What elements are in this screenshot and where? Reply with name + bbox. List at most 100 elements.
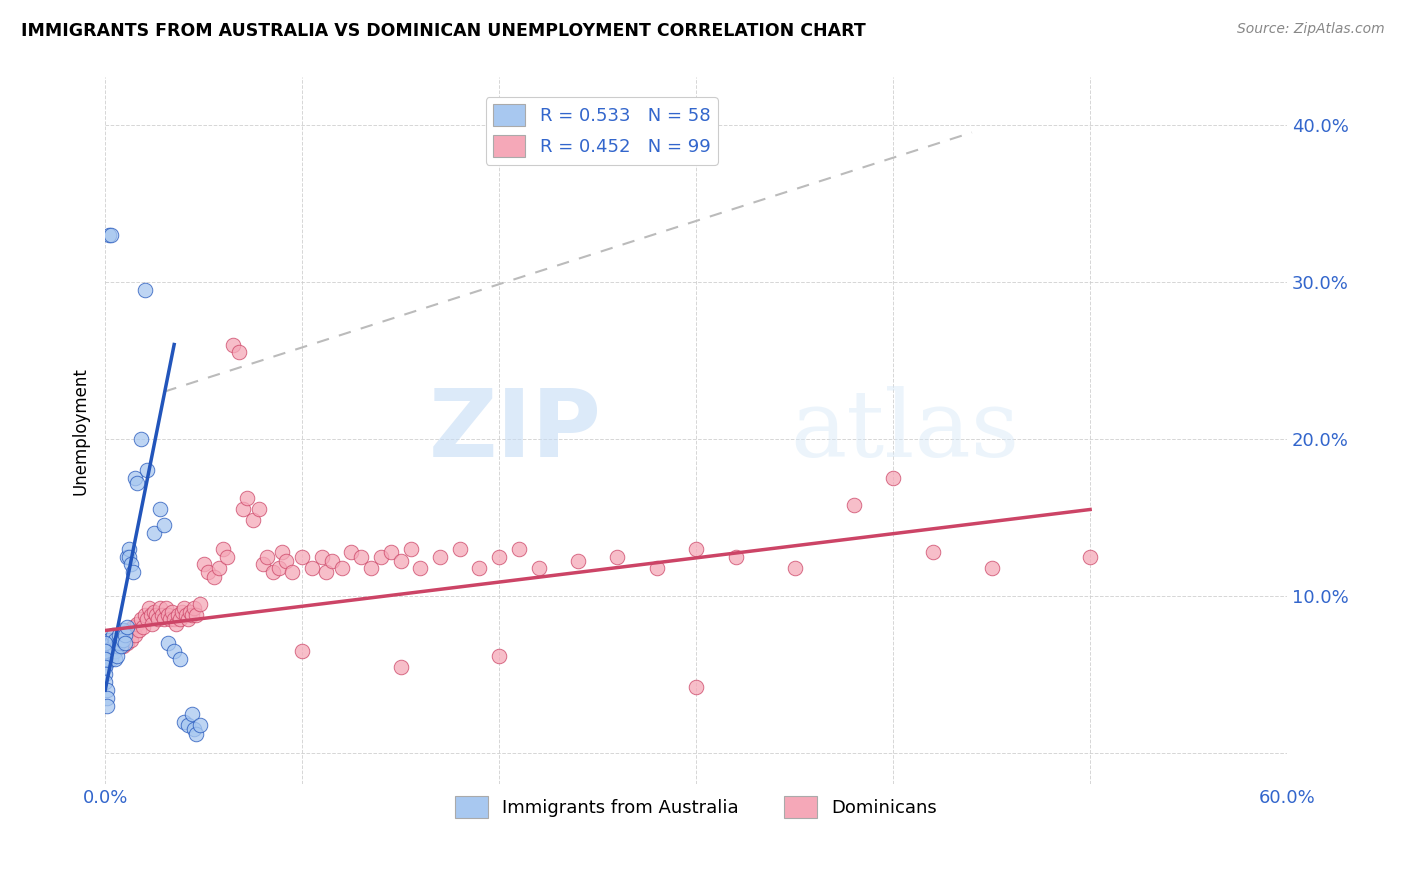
Point bbox=[236, 491, 259, 506]
Point bbox=[157, 636, 180, 650]
Point bbox=[783, 560, 806, 574]
Point bbox=[104, 632, 127, 647]
Point bbox=[311, 549, 333, 564]
Point bbox=[94, 667, 117, 681]
Point bbox=[108, 636, 131, 650]
Point bbox=[180, 607, 202, 622]
Point bbox=[108, 628, 131, 642]
Point bbox=[180, 706, 202, 721]
Point bbox=[567, 554, 589, 568]
Point bbox=[232, 502, 254, 516]
Point bbox=[429, 549, 451, 564]
Point bbox=[98, 639, 121, 653]
Point bbox=[606, 549, 628, 564]
Point bbox=[115, 636, 138, 650]
Point bbox=[94, 636, 117, 650]
Text: IMMIGRANTS FROM AUSTRALIA VS DOMINICAN UNEMPLOYMENT CORRELATION CHART: IMMIGRANTS FROM AUSTRALIA VS DOMINICAN U… bbox=[21, 22, 866, 40]
Point bbox=[101, 644, 124, 658]
Point bbox=[100, 652, 122, 666]
Point bbox=[177, 717, 200, 731]
Text: Source: ZipAtlas.com: Source: ZipAtlas.com bbox=[1237, 22, 1385, 37]
Point bbox=[183, 723, 205, 737]
Point bbox=[100, 644, 122, 658]
Point bbox=[105, 639, 128, 653]
Point bbox=[267, 560, 290, 574]
Point bbox=[174, 607, 197, 622]
Point bbox=[177, 612, 200, 626]
Point bbox=[212, 541, 235, 556]
Point bbox=[370, 549, 392, 564]
Point bbox=[242, 514, 264, 528]
Point bbox=[135, 463, 157, 477]
Point bbox=[96, 698, 118, 713]
Point bbox=[256, 549, 278, 564]
Point bbox=[98, 632, 121, 647]
Point bbox=[100, 632, 122, 647]
Point bbox=[149, 502, 172, 516]
Point bbox=[217, 549, 239, 564]
Point bbox=[108, 628, 131, 642]
Point bbox=[350, 549, 373, 564]
Point bbox=[155, 601, 177, 615]
Point bbox=[96, 655, 118, 669]
Point bbox=[183, 601, 205, 615]
Legend: Immigrants from Australia, Dominicans: Immigrants from Australia, Dominicans bbox=[449, 789, 943, 825]
Point bbox=[165, 617, 187, 632]
Point bbox=[135, 612, 157, 626]
Point bbox=[163, 612, 186, 626]
Point bbox=[315, 566, 337, 580]
Point bbox=[101, 628, 124, 642]
Point bbox=[94, 659, 117, 673]
Point bbox=[193, 558, 215, 572]
Point bbox=[291, 644, 314, 658]
Point bbox=[685, 541, 707, 556]
Point bbox=[449, 541, 471, 556]
Point bbox=[111, 639, 134, 653]
Point bbox=[96, 683, 118, 698]
Point bbox=[247, 502, 270, 516]
Point bbox=[252, 558, 274, 572]
Text: atlas: atlas bbox=[790, 386, 1019, 476]
Point bbox=[100, 636, 122, 650]
Point bbox=[114, 628, 136, 642]
Point bbox=[124, 471, 146, 485]
Point bbox=[110, 632, 132, 647]
Point bbox=[111, 624, 134, 638]
Point bbox=[389, 554, 412, 568]
Point bbox=[399, 541, 422, 556]
Point bbox=[124, 628, 146, 642]
Point bbox=[129, 612, 152, 626]
Point bbox=[645, 560, 668, 574]
Point bbox=[222, 337, 245, 351]
Point bbox=[104, 636, 127, 650]
Point bbox=[129, 432, 152, 446]
Point bbox=[114, 628, 136, 642]
Point bbox=[149, 601, 172, 615]
Point bbox=[138, 601, 160, 615]
Point bbox=[94, 644, 117, 658]
Point bbox=[508, 541, 530, 556]
Point bbox=[389, 659, 412, 673]
Point bbox=[121, 566, 143, 580]
Point bbox=[527, 560, 550, 574]
Point bbox=[157, 607, 180, 622]
Point bbox=[118, 549, 141, 564]
Point bbox=[188, 717, 211, 731]
Point bbox=[118, 624, 141, 638]
Point bbox=[301, 560, 323, 574]
Point bbox=[169, 612, 191, 626]
Point bbox=[202, 570, 225, 584]
Point bbox=[159, 612, 181, 626]
Point bbox=[488, 549, 510, 564]
Point bbox=[184, 727, 207, 741]
Point bbox=[120, 632, 142, 647]
Point bbox=[101, 639, 124, 653]
Point bbox=[145, 607, 167, 622]
Point bbox=[131, 620, 153, 634]
Point bbox=[128, 624, 150, 638]
Point bbox=[120, 558, 142, 572]
Point bbox=[291, 549, 314, 564]
Point bbox=[98, 639, 121, 653]
Point bbox=[882, 471, 904, 485]
Point bbox=[96, 691, 118, 706]
